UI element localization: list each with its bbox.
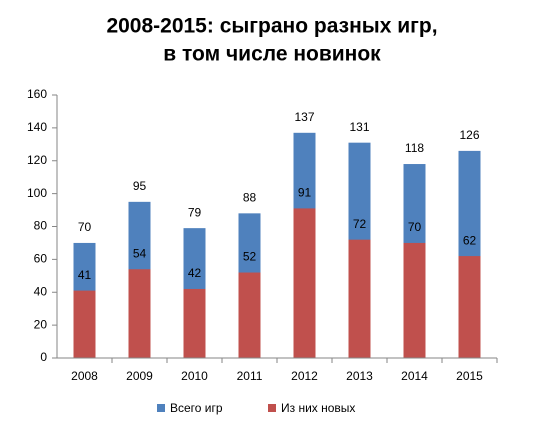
data-label: 131 bbox=[349, 120, 369, 134]
bar bbox=[128, 269, 151, 358]
bar bbox=[348, 239, 371, 358]
y-tick-label: 20 bbox=[34, 317, 48, 331]
data-label: 95 bbox=[133, 179, 147, 193]
x-tick-label: 2014 bbox=[401, 369, 428, 383]
x-tick-label: 2008 bbox=[71, 369, 98, 383]
bar bbox=[183, 288, 206, 358]
bar bbox=[73, 290, 96, 358]
data-label: 126 bbox=[459, 128, 479, 142]
data-label: 54 bbox=[133, 246, 147, 260]
legend-label: Всего игр bbox=[170, 401, 223, 415]
data-label: 137 bbox=[294, 110, 314, 124]
x-tick-label: 2015 bbox=[456, 369, 483, 383]
bar bbox=[403, 242, 426, 358]
data-label: 70 bbox=[78, 220, 92, 234]
chart-title: в том числе новинок bbox=[163, 43, 381, 66]
y-tick-label: 40 bbox=[34, 284, 48, 298]
y-tick-label: 160 bbox=[27, 87, 47, 101]
chart-title: 2008-2015: сыграно разных игр, bbox=[106, 15, 437, 38]
data-label: 88 bbox=[243, 191, 257, 205]
bar bbox=[458, 256, 481, 358]
x-tick-label: 2013 bbox=[346, 369, 373, 383]
data-label: 41 bbox=[78, 268, 92, 282]
data-label: 79 bbox=[188, 205, 202, 219]
y-tick-label: 100 bbox=[27, 186, 47, 200]
data-label: 91 bbox=[298, 186, 312, 200]
bar bbox=[293, 208, 316, 358]
y-tick-label: 140 bbox=[27, 120, 47, 134]
bar bbox=[238, 272, 261, 358]
legend-label: Из них новых bbox=[281, 401, 355, 415]
x-tick-label: 2012 bbox=[291, 369, 318, 383]
y-tick-label: 0 bbox=[40, 350, 47, 364]
legend-swatch bbox=[157, 404, 165, 412]
x-tick-label: 2010 bbox=[181, 369, 208, 383]
x-tick-label: 2011 bbox=[237, 369, 263, 383]
x-tick-label: 2009 bbox=[126, 369, 153, 383]
data-label: 118 bbox=[405, 141, 424, 155]
data-label: 70 bbox=[408, 220, 422, 234]
y-tick-label: 120 bbox=[27, 153, 47, 167]
data-label: 52 bbox=[243, 250, 257, 264]
legend-swatch bbox=[268, 404, 276, 412]
data-label: 42 bbox=[188, 266, 202, 280]
data-label: 62 bbox=[463, 233, 477, 247]
y-tick-label: 80 bbox=[34, 219, 48, 233]
y-tick-label: 60 bbox=[34, 252, 48, 266]
data-label: 72 bbox=[353, 217, 367, 231]
